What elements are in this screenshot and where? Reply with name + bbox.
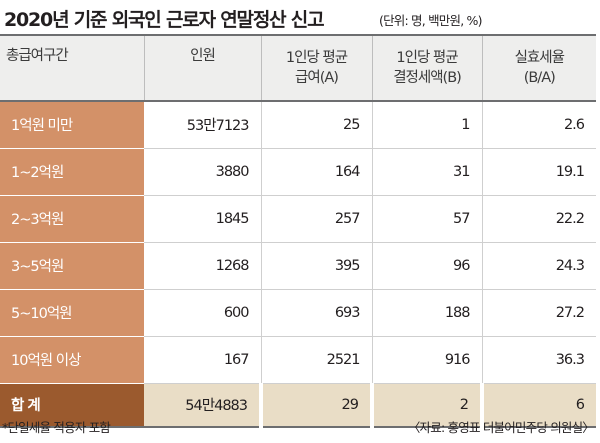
header-effective-rate: 실효세율 (B/A) — [481, 34, 596, 102]
total-row: 합 계 54만4883 29 2 6 — [0, 383, 596, 428]
salary-range-cell: 5~10억원 — [0, 289, 144, 337]
header-avg-salary-line1: 1인당 평균 — [285, 50, 348, 66]
effective-rate-cell: 19.1 — [481, 148, 596, 196]
people-cell: 1268 — [144, 242, 261, 290]
avg-tax-cell: 31 — [371, 148, 482, 196]
header: 2020년 기준 외국인 근로자 연말정산 신고 (단위: 명, 백만원, %) — [0, 0, 600, 34]
table-row: 1억원 미만 53만7123 25 1 2.6 — [0, 101, 596, 149]
header-effective-rate-line2: (B/A) — [523, 70, 556, 86]
salary-range-cell: 3~5억원 — [0, 242, 144, 290]
avg-salary-cell: 2521 — [260, 336, 372, 384]
source-note: 〈자료: 홍영표 더불어민주당 의원실〉 — [407, 420, 595, 435]
total-avg-salary-cell: 29 — [259, 383, 372, 428]
effective-rate-cell: 36.3 — [481, 336, 596, 384]
people-cell: 53만7123 — [144, 101, 261, 149]
salary-range-cell: 10억원 이상 — [0, 336, 144, 384]
avg-salary-cell: 25 — [260, 101, 372, 149]
people-cell: 1845 — [144, 195, 261, 243]
total-effective-rate-cell: 6 — [480, 383, 596, 428]
header-avg-tax-line1: 1인당 평균 — [396, 50, 458, 66]
footnote: *단일세율 적용자 포함 — [2, 420, 111, 435]
table-row: 1~2억원 3880 164 31 19.1 — [0, 148, 596, 196]
salary-range-cell: 1억원 미만 — [0, 101, 144, 149]
avg-tax-cell: 57 — [371, 195, 482, 243]
effective-rate-cell: 27.2 — [481, 289, 596, 337]
table-row: 3~5억원 1268 395 96 24.3 — [0, 242, 596, 290]
salary-range-cell: 2~3억원 — [0, 195, 144, 243]
header-avg-salary-line2: 급여(A) — [295, 70, 339, 86]
salary-range-cell: 1~2억원 — [0, 148, 144, 196]
table-row: 5~10억원 600 693 188 27.2 — [0, 289, 596, 337]
header-row: 총급여구간 인원 1인당 평균 급여(A) 1인당 평균 결정세액(B) 실효세… — [0, 34, 596, 102]
people-cell: 3880 — [144, 148, 261, 196]
people-cell: 600 — [144, 289, 261, 337]
avg-salary-cell: 693 — [260, 289, 372, 337]
avg-salary-cell: 257 — [260, 195, 372, 243]
avg-tax-cell: 188 — [371, 289, 482, 337]
header-effective-rate-line1: 실효세율 — [514, 50, 565, 66]
avg-salary-cell: 164 — [260, 148, 372, 196]
chart-title: 2020년 기준 외국인 근로자 연말정산 신고 — [4, 9, 325, 31]
effective-rate-cell: 22.2 — [481, 195, 596, 243]
total-people-cell: 54만4883 — [144, 383, 261, 428]
total-label: 합 계 — [0, 383, 144, 428]
unit-label: (단위: 명, 백만원, %) — [379, 13, 483, 28]
table-row: 10억원 이상 167 2521 916 36.3 — [0, 336, 596, 384]
avg-tax-cell: 1 — [371, 101, 482, 149]
people-cell: 167 — [144, 336, 261, 384]
tax-table: 총급여구간 인원 1인당 평균 급여(A) 1인당 평균 결정세액(B) 실효세… — [0, 34, 596, 428]
avg-tax-cell: 916 — [371, 336, 482, 384]
header-avg-salary: 1인당 평균 급여(A) — [260, 34, 372, 102]
total-avg-tax-cell: 2 — [370, 383, 482, 428]
table-row: 2~3억원 1845 257 57 22.2 — [0, 195, 596, 243]
avg-salary-cell: 395 — [260, 242, 372, 290]
effective-rate-cell: 2.6 — [481, 101, 596, 149]
header-avg-tax-line2: 결정세액(B) — [393, 70, 462, 86]
header-avg-tax: 1인당 평균 결정세액(B) — [371, 34, 482, 102]
effective-rate-cell: 24.3 — [481, 242, 596, 290]
header-salary-range: 총급여구간 — [0, 34, 144, 102]
avg-tax-cell: 96 — [371, 242, 482, 290]
header-people: 인원 — [143, 34, 261, 102]
